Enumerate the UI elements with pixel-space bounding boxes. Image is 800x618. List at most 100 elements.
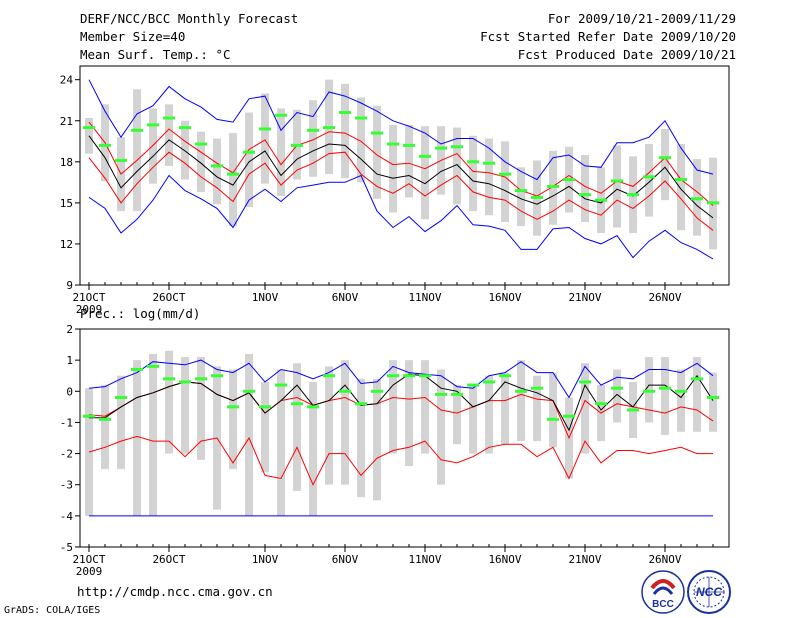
climatology-mark [275, 113, 287, 117]
y-tick-label: -1 [60, 416, 73, 429]
x-tick-label: 1NOV [252, 291, 279, 304]
ncc-logo: NCC [687, 570, 731, 614]
spread-bar [709, 372, 717, 432]
spread-bar [165, 104, 173, 166]
climatology-mark [211, 374, 223, 378]
climatology-mark [99, 143, 111, 147]
spread-bar [117, 375, 125, 470]
spread-bar [405, 124, 413, 198]
climatology-mark [675, 389, 687, 393]
climatology-mark [339, 389, 351, 393]
spread-bar [213, 138, 221, 205]
spread-bar [101, 385, 109, 470]
climatology-mark [595, 198, 607, 202]
spread-bar [469, 135, 477, 212]
bcc-logo: BCC [641, 570, 685, 614]
spread-bar [677, 144, 685, 231]
climatology-mark [483, 161, 495, 165]
spread-bar [261, 381, 269, 473]
climatology-mark [531, 195, 543, 199]
climatology-mark [387, 142, 399, 146]
spread-bar [245, 112, 253, 207]
climatology-mark [131, 128, 143, 132]
x-year-label: 2009 [76, 303, 103, 316]
svg-text:NCC: NCC [696, 585, 722, 599]
spread-bar [485, 375, 493, 454]
climatology-mark [659, 156, 671, 160]
climatology-mark [611, 386, 623, 390]
spread-bar [549, 372, 557, 448]
fcst-started-date: Fcst Started Refer Date 2009/10/20 [480, 29, 736, 44]
climatology-mark [707, 201, 719, 205]
spread-bar [197, 357, 205, 460]
spread-bar [277, 108, 285, 197]
spread-bar [533, 375, 541, 442]
climatology-mark [323, 374, 335, 378]
spread-bar [405, 360, 413, 467]
climatology-mark [531, 386, 543, 390]
climatology-mark [307, 128, 319, 132]
x-tick-label: 6NOV [332, 553, 359, 566]
climatology-mark [163, 116, 175, 120]
x-tick-label: 11NOV [408, 291, 441, 304]
spread-bar [613, 145, 621, 228]
series-lower-line [88, 151, 714, 231]
x-tick-label: 26NOV [648, 291, 681, 304]
spread-bar [309, 100, 317, 177]
spread-bar [645, 357, 653, 423]
y-tick-label: 1 [66, 354, 73, 367]
climatology-mark [259, 405, 271, 409]
climatology-mark [147, 364, 159, 368]
panel-2: -5 -4 -3 -2 -1 0 1 2 21OCT 26OCT 1NOV 6NOV 11NOV 16NO… [60, 323, 730, 578]
fcst-produced-date: Fcst Produced Date 2009/10/21 [517, 47, 736, 62]
forecast-period: For 2009/10/21-2009/11/29 [547, 11, 736, 26]
spread-bar [309, 381, 317, 516]
y-tick-label: -2 [60, 448, 73, 461]
climatology-mark [243, 389, 255, 393]
spread-bar [661, 357, 669, 435]
climatology-mark [467, 160, 479, 164]
climatology-mark [595, 402, 607, 406]
climatology-mark [371, 131, 383, 135]
spread-bar [501, 372, 509, 445]
climatology-mark [435, 392, 447, 396]
climatology-mark [403, 143, 415, 147]
series-lower-line [88, 435, 713, 486]
spread-bar [389, 360, 397, 454]
climatology-mark [627, 193, 639, 197]
spread-bar [149, 353, 157, 516]
spread-bar [133, 89, 141, 212]
climatology-mark [691, 197, 703, 201]
spread-bar [581, 363, 589, 454]
panel-1: 9 12 15 18 21 24 21OCT 26OCT 1NOV 6NOV 11NOV 16NOV 2… [60, 65, 730, 316]
y-tick-label: 21 [60, 115, 73, 128]
climatology-mark [355, 402, 367, 406]
spread-bar [453, 385, 461, 445]
spread-bar [229, 369, 237, 470]
spread-bar [181, 120, 189, 180]
spread-bar [501, 141, 509, 223]
x-tick-label: 21OCT [72, 291, 105, 304]
spread-bar [421, 126, 429, 220]
climatology-mark [515, 389, 527, 393]
climatology-mark [291, 143, 303, 147]
climatology-mark [547, 417, 559, 421]
spread-bar [389, 124, 397, 213]
climatology-mark [179, 126, 191, 130]
y-tick-label: 18 [60, 156, 73, 169]
climatology-mark [691, 377, 703, 381]
climatology-mark [499, 374, 511, 378]
spread-bar [693, 357, 701, 432]
climatology-mark [339, 111, 351, 115]
x-tick-label: 26NOV [648, 553, 681, 566]
series-mean-line [88, 135, 714, 219]
climatology-mark [547, 184, 559, 188]
spread-bar [341, 360, 349, 485]
source-url[interactable]: http://cmdp.ncc.cma.gov.cn [77, 584, 273, 599]
climatology-mark [211, 164, 223, 168]
spread-bar [181, 357, 189, 454]
x-tick-label: 21NOV [568, 553, 601, 566]
series-max-line [88, 79, 714, 181]
climatology-mark [451, 392, 463, 396]
